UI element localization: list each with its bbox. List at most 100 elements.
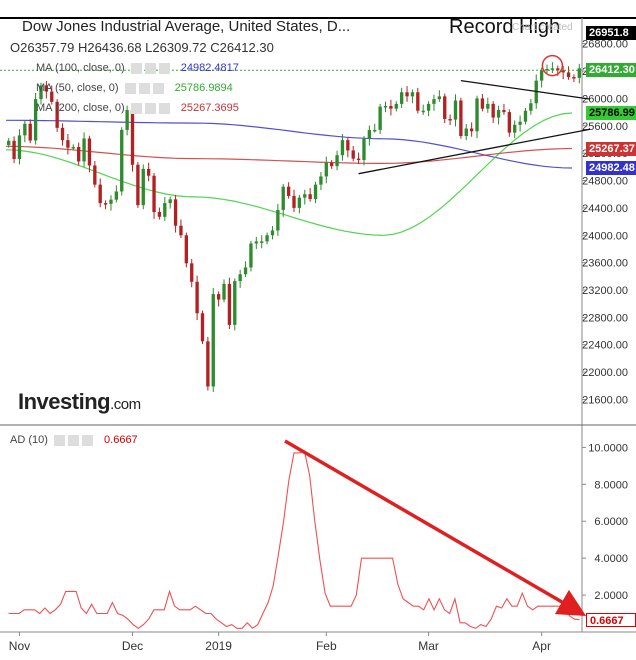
candle-body: [233, 281, 237, 325]
y-tick-label: 24800.00: [582, 176, 628, 188]
gear-icon[interactable]: [144, 62, 156, 74]
candle-body: [179, 225, 183, 236]
y-tick-label: 21600.00: [582, 394, 628, 406]
candle-body: [28, 123, 32, 141]
candle-body: [556, 68, 560, 71]
close-icon[interactable]: [158, 102, 170, 114]
candle-body: [60, 127, 65, 141]
candle-body: [184, 235, 189, 264]
eye-icon[interactable]: [130, 102, 142, 114]
record-high-circle: [541, 54, 564, 77]
eye-icon[interactable]: [124, 82, 136, 94]
ma100-legend[interactable]: MA (100, close, 0) 24982.4817: [36, 62, 239, 74]
candle-body: [480, 98, 485, 109]
candle-body: [351, 150, 355, 159]
y-tick-label: 26800.00: [582, 39, 628, 51]
candle-body: [152, 175, 156, 212]
candle-body: [464, 128, 468, 137]
candle-body: [55, 101, 59, 128]
chart-title: Dow Jones Industrial Average, United Sta…: [22, 18, 351, 35]
candle-body: [507, 112, 511, 133]
candle-body: [362, 138, 366, 160]
candle-body: [496, 110, 501, 118]
candle-body: [39, 85, 43, 100]
candle-body: [486, 103, 490, 109]
ohlc-readout: O26357.79 H26436.68 L26309.72 C26412.30: [10, 40, 274, 55]
ma200-legend[interactable]: MA (200, close, 0) 25267.3695: [36, 102, 239, 114]
y-tick-label: 23200.00: [582, 285, 628, 297]
close-icon[interactable]: [158, 62, 170, 74]
candle-body: [243, 267, 248, 275]
close-icon[interactable]: [81, 434, 93, 446]
watermark: Chart created: [512, 22, 573, 33]
x-tick-label: Mar: [418, 639, 439, 653]
candle-body: [410, 92, 415, 97]
ma50-legend[interactable]: MA (50, close, 0) 25786.9894: [36, 82, 233, 94]
ad-line: [8, 450, 580, 630]
close-icon[interactable]: [152, 82, 164, 94]
price-tag: 25786.99: [586, 105, 636, 120]
candle-body: [206, 341, 210, 387]
candle-body: [513, 124, 517, 133]
candle-body: [146, 168, 151, 176]
candle-body: [561, 70, 565, 73]
ad-legend[interactable]: AD (10) 0.6667: [10, 434, 138, 446]
candle-body: [389, 105, 393, 109]
candle-body: [200, 313, 205, 342]
y-tick-label: 26000.00: [582, 93, 628, 105]
candle-body: [367, 129, 372, 139]
ad-value: 0.6667: [104, 434, 138, 446]
ad-y-tick-label: 2.0000: [594, 590, 628, 602]
eye-icon[interactable]: [130, 62, 142, 74]
candle-body: [270, 230, 275, 236]
candle-body: [281, 186, 285, 210]
candle-body: [459, 100, 463, 137]
candle-body: [453, 100, 458, 120]
candle-body: [502, 110, 506, 113]
candle-body: [168, 199, 172, 204]
candle-body: [550, 68, 555, 70]
candle-body: [98, 184, 102, 204]
candle-body: [114, 191, 119, 200]
candle-body: [190, 263, 194, 282]
x-tick-label: 2019: [205, 639, 232, 653]
trendline-upper: [460, 79, 591, 100]
ma200-value: 25267.3695: [180, 102, 239, 114]
candle-body: [405, 92, 409, 97]
candle-body: [335, 155, 339, 167]
price-tag: 25267.37: [586, 141, 636, 156]
candle-body: [469, 128, 474, 132]
ma50-label: MA (50, close, 0): [36, 82, 119, 94]
ma50-value: 25786.9894: [174, 82, 233, 94]
candle-body: [518, 121, 522, 125]
investing-logo: Investing.com: [18, 389, 141, 414]
candle-body: [443, 96, 447, 119]
ad-y-tick-label: 10.0000: [588, 442, 628, 454]
candle-body: [292, 195, 296, 208]
candle-body: [421, 110, 425, 113]
gear-icon[interactable]: [138, 82, 150, 94]
ma-line-1: [5, 112, 573, 236]
candle-body: [157, 212, 162, 217]
candle-body: [432, 99, 436, 104]
candle-body: [303, 194, 307, 198]
eye-icon[interactable]: [53, 434, 65, 446]
price-tag: 26412.30: [586, 63, 636, 78]
candle-body: [297, 197, 302, 208]
candle-body: [319, 176, 323, 185]
ma200-label: MA (200, close, 0): [36, 102, 125, 114]
candle-body: [426, 103, 431, 111]
x-tick-label: Nov: [9, 639, 30, 653]
candle-body: [141, 168, 145, 206]
trendline-lower: [358, 128, 591, 175]
candle-body: [195, 281, 199, 314]
x-tick-label: Apr: [532, 639, 551, 653]
candle-body: [120, 129, 124, 192]
candle-body: [566, 72, 571, 78]
candle-body: [71, 147, 75, 149]
gear-icon[interactable]: [144, 102, 156, 114]
ad-downtrend-arrow: [284, 439, 587, 617]
gear-icon[interactable]: [67, 434, 79, 446]
ad-y-tick-label: 6.0000: [594, 516, 628, 528]
candle-body: [227, 283, 232, 325]
